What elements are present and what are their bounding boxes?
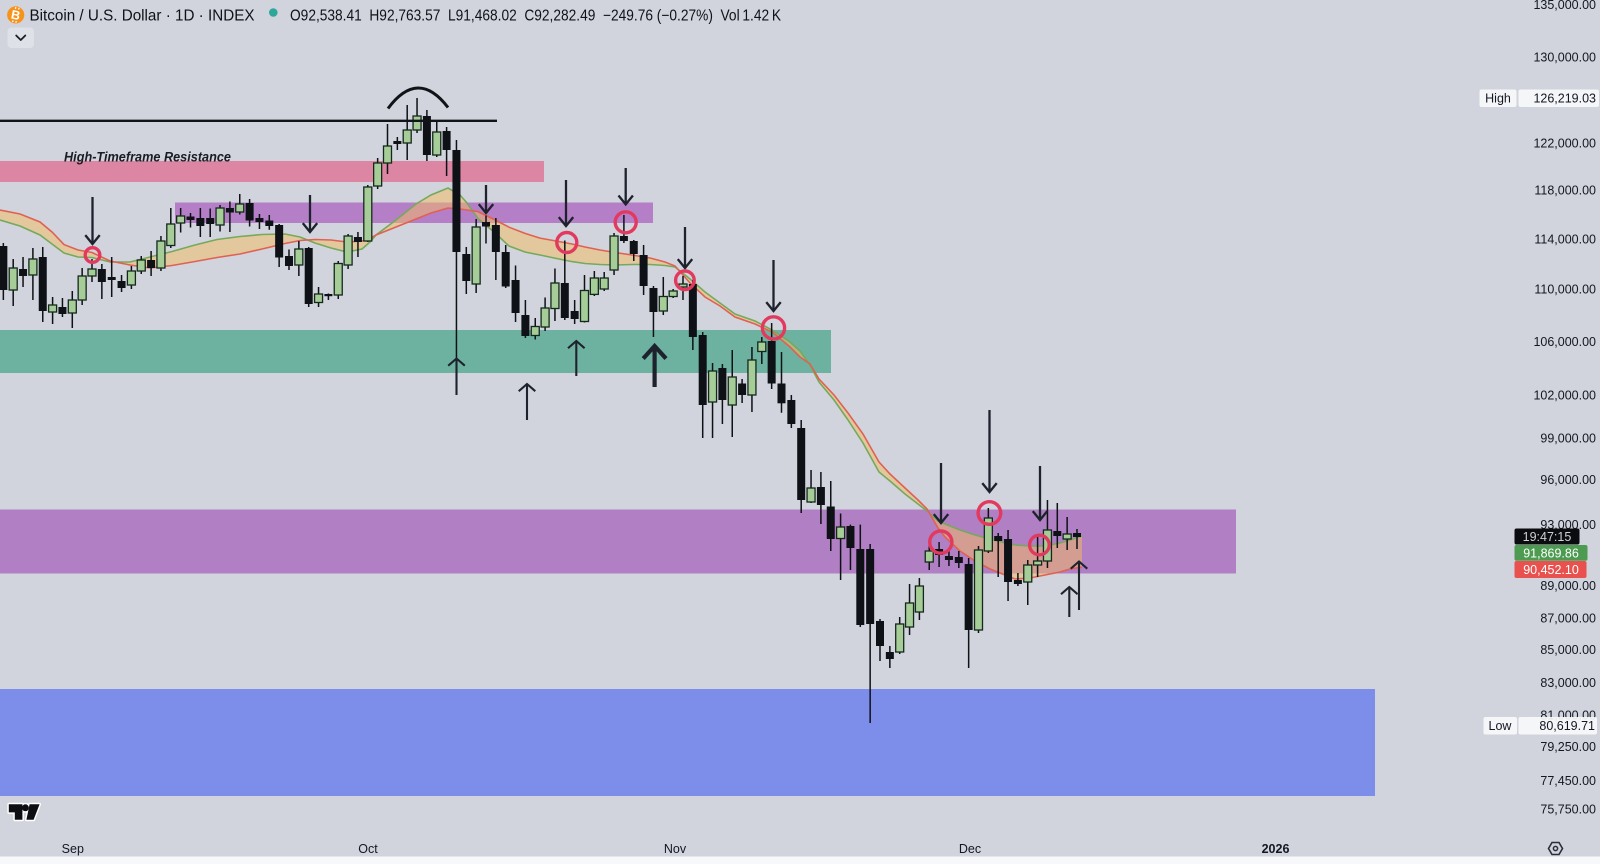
svg-text:87,000.00: 87,000.00 bbox=[1540, 612, 1596, 626]
svg-text:93,000.00: 93,000.00 bbox=[1540, 518, 1596, 532]
svg-text:B: B bbox=[10, 8, 22, 24]
svg-text:106,000.00: 106,000.00 bbox=[1533, 335, 1596, 349]
svg-text:130,000.00: 130,000.00 bbox=[1533, 51, 1596, 65]
svg-text:75,750.00: 75,750.00 bbox=[1540, 803, 1596, 817]
svg-text:2026: 2026 bbox=[1262, 842, 1290, 856]
svg-text:126,219.03: 126,219.03 bbox=[1533, 92, 1596, 106]
svg-text:99,000.00: 99,000.00 bbox=[1540, 431, 1596, 445]
svg-text:135,000.00: 135,000.00 bbox=[1533, 0, 1596, 12]
svg-text:110,000.00: 110,000.00 bbox=[1534, 282, 1596, 296]
svg-text:19:47:15: 19:47:15 bbox=[1523, 530, 1572, 544]
svg-text:Low: Low bbox=[1489, 719, 1513, 733]
svg-text:89,000.00: 89,000.00 bbox=[1540, 579, 1596, 593]
svg-text:85,000.00: 85,000.00 bbox=[1540, 643, 1596, 657]
svg-text:O92,538.41 H92,763.57 L91,46: O92,538.41 H92,763.57 L91,468.02 C92,282… bbox=[290, 7, 781, 24]
svg-text:114,000.00: 114,000.00 bbox=[1534, 233, 1596, 247]
svg-text:96,000.00: 96,000.00 bbox=[1540, 473, 1596, 487]
svg-text:79,250.00: 79,250.00 bbox=[1540, 740, 1596, 754]
svg-text:122,000.00: 122,000.00 bbox=[1533, 137, 1596, 151]
svg-text:80,619.71: 80,619.71 bbox=[1539, 719, 1595, 733]
svg-text:118,000.00: 118,000.00 bbox=[1534, 184, 1596, 198]
svg-text:High: High bbox=[1485, 92, 1511, 106]
svg-text:91,869.86: 91,869.86 bbox=[1523, 547, 1579, 561]
svg-text:Dec: Dec bbox=[959, 842, 981, 856]
svg-text:83,000.00: 83,000.00 bbox=[1540, 676, 1596, 690]
svg-text:Sep: Sep bbox=[62, 842, 84, 856]
svg-text:Nov: Nov bbox=[664, 842, 687, 856]
svg-text:77,450.00: 77,450.00 bbox=[1540, 774, 1596, 788]
svg-text:Oct: Oct bbox=[358, 842, 378, 856]
svg-text:102,000.00: 102,000.00 bbox=[1533, 389, 1596, 403]
svg-text:High-Timeframe Resistance: High-Timeframe Resistance bbox=[64, 150, 231, 165]
svg-text:Bitcoin / U.S. Dollar · 1D · I: Bitcoin / U.S. Dollar · 1D · INDEX bbox=[30, 7, 255, 24]
svg-text:90,452.10: 90,452.10 bbox=[1523, 563, 1579, 577]
